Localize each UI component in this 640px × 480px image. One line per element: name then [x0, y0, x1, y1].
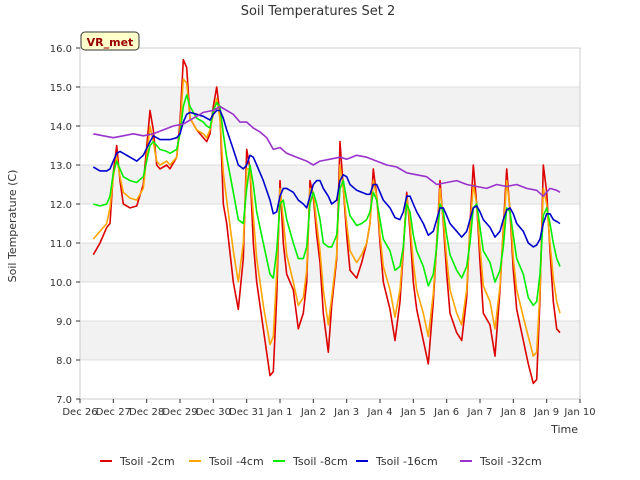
x-tick-label: Jan 3: [333, 407, 359, 418]
x-tick-label: Jan 6: [433, 407, 459, 418]
y-tick-label: 10.0: [50, 278, 72, 289]
x-tick-label: Dec 28: [129, 407, 164, 418]
site-label: VR_met: [87, 36, 134, 49]
plot-band: [80, 48, 580, 87]
series-line-tsoil-4cm: [92, 78, 561, 357]
x-tick-label: Dec 29: [162, 407, 197, 418]
y-tick-label: 15.0: [50, 83, 72, 94]
x-tick-label: Jan 8: [500, 407, 526, 418]
plot-frame: [79, 47, 581, 400]
y-tick-label: 16.0: [50, 44, 72, 55]
series-line-tsoil-16cm: [92, 109, 561, 248]
x-tick-label: Dec 31: [229, 407, 264, 418]
y-tick-label: 13.0: [50, 161, 72, 172]
site-label-badge: VR_met: [80, 31, 140, 51]
plot-band: [80, 360, 580, 399]
x-tick-label: Dec 27: [96, 407, 131, 418]
x-tick-label: Jan 10: [563, 407, 595, 418]
y-tick-label: 11.0: [50, 239, 72, 250]
legend-label: Tsoil -8cm: [292, 455, 348, 468]
y-tick-label: 12.0: [50, 200, 72, 211]
y-axis-label: Soil Temperature (C): [6, 170, 19, 283]
x-tick-label: Dec 30: [196, 407, 231, 418]
x-tick-label: Dec 26: [62, 407, 97, 418]
y-tick-label: 8.0: [56, 356, 72, 367]
x-tick-label: Jan 5: [400, 407, 426, 418]
series-layer: [92, 58, 561, 385]
x-tick-label: Jan 4: [367, 407, 393, 418]
y-tick-label: 14.0: [50, 122, 72, 133]
legend-label: Tsoil -32cm: [479, 455, 542, 468]
x-tick-label: Jan 7: [467, 407, 493, 418]
plot-band: [80, 87, 580, 126]
x-tick-label: Jan 2: [300, 407, 326, 418]
series-line-tsoil-32cm: [93, 105, 561, 197]
y-axis-ticks: 7.0 8.0 9.0 10.0 11.0 12.0 13.0 14.0 15.0 16.0: [50, 44, 80, 406]
legend: Tsoil -2cm Tsoil -4cm Tsoil -8cm Tsoil -16c…: [100, 455, 542, 468]
legend-label: Tsoil -4cm: [208, 455, 264, 468]
legend-label: Tsoil -16cm: [375, 455, 438, 468]
y-tick-label: 7.0: [56, 395, 72, 406]
chart-title: Soil Temperatures Set 2: [241, 4, 396, 19]
plot-band: [80, 204, 580, 243]
series-line-tsoil-8cm: [93, 94, 561, 307]
y-tick-label: 9.0: [56, 317, 72, 328]
x-axis-label: Time: [550, 423, 578, 436]
plot-band: [80, 243, 580, 282]
legend-label: Tsoil -2cm: [119, 455, 175, 468]
x-tick-label: Jan 9: [533, 407, 559, 418]
x-tick-label: Jan 1: [267, 407, 293, 418]
